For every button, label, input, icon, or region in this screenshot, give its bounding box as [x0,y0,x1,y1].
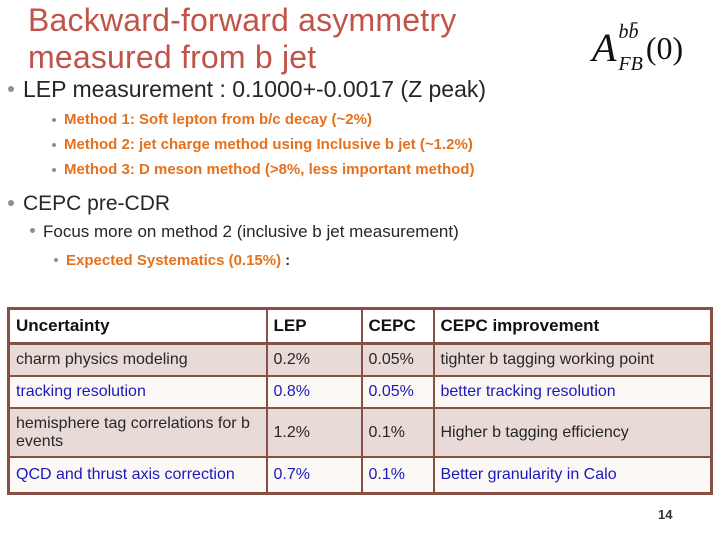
formula-base: A [592,25,617,70]
slide-title-line-1: Backward-forward asymmetry [28,2,457,38]
cell-cepc: 0.1% [360,456,435,495]
method-3-text: Method 3: D meson method (>8%, less impo… [64,161,475,178]
bullet-icon [52,168,56,172]
header-lep: LEP [265,307,363,345]
method-2-text: Method 2: jet charge method using Inclus… [64,136,473,153]
cell-lep: 0.2% [265,342,363,377]
cell-improvement: Better granularity in Calo [432,456,713,495]
cell-cepc: 0.1% [360,407,435,458]
cell-cepc: 0.05% [360,375,435,409]
focus-bullet: Focus more on method 2 (inclusive b jet … [30,222,459,242]
bullet-icon [52,143,56,147]
slide-title: Backward-forward asymmetry measured from… [28,2,456,76]
page-number: 14 [658,507,673,522]
uncertainty-table: Uncertainty LEP CEPC CEPC improvement ch… [7,307,713,495]
systematics-colon: : [285,252,291,269]
header-uncertainty: Uncertainty [7,307,268,345]
method-2-item: Method 2: jet charge method using Inclus… [52,136,473,154]
bullet-icon [52,118,56,122]
cell-cepc: 0.05% [360,342,435,377]
cell-uncertainty: QCD and thrust axis correction [7,456,268,495]
cell-lep: 0.7% [265,456,363,495]
header-cepc: CEPC [360,307,435,345]
table-header-row: Uncertainty LEP CEPC CEPC improvement [7,307,713,345]
cell-improvement: tighter b tagging working point [432,342,713,377]
table-row: QCD and thrust axis correction 0.7% 0.1%… [7,456,713,495]
bullet-icon [54,258,58,262]
cepc-precdr-bullet: CEPC pre-CDR [8,192,170,215]
focus-text: Focus more on method 2 (inclusive b jet … [43,222,459,241]
formula-subscript: FB [618,53,643,75]
formula-argument: (0) [645,30,684,66]
method-3-item: Method 3: D meson method (>8%, less impo… [52,161,475,179]
systematics-bullet: Expected Systematics (0.15%) : [54,252,290,269]
afb-formula: A bb̄ FB (0) [592,22,683,74]
cell-uncertainty: charm physics modeling [7,342,268,377]
cell-improvement: Higher b tagging efficiency [432,407,713,458]
method-1-text: Method 1: Soft lepton from b/c decay (~2… [64,111,372,128]
lep-measurement-text: LEP measurement : 0.1000+-0.0017 (Z peak… [23,76,487,102]
cepc-precdr-text: CEPC pre-CDR [23,192,171,215]
table-row: tracking resolution 0.8% 0.05% better tr… [7,375,713,409]
table-row: charm physics modeling 0.2% 0.05% tighte… [7,342,713,377]
table-row: hemisphere tag correlations for b events… [7,407,713,458]
formula-superscript: bb̄ [618,21,639,43]
lep-measurement-bullet: LEP measurement : 0.1000+-0.0017 (Z peak… [8,76,487,102]
cell-improvement: better tracking resolution [432,375,713,409]
cell-uncertainty: tracking resolution [7,375,268,409]
systematics-text: Expected Systematics (0.15%) [66,252,282,269]
bullet-icon [30,228,35,233]
slide-title-line-2: measured from b jet [28,39,317,75]
cell-uncertainty: hemisphere tag correlations for b events [7,407,268,458]
cell-lep: 1.2% [265,407,363,458]
cell-lep: 0.8% [265,375,363,409]
method-1-item: Method 1: Soft lepton from b/c decay (~2… [52,111,372,129]
bullet-icon [8,86,14,92]
header-cepc-improvement: CEPC improvement [432,307,713,345]
bullet-icon [8,200,14,206]
formula-scripts: bb̄ FB [618,22,642,74]
